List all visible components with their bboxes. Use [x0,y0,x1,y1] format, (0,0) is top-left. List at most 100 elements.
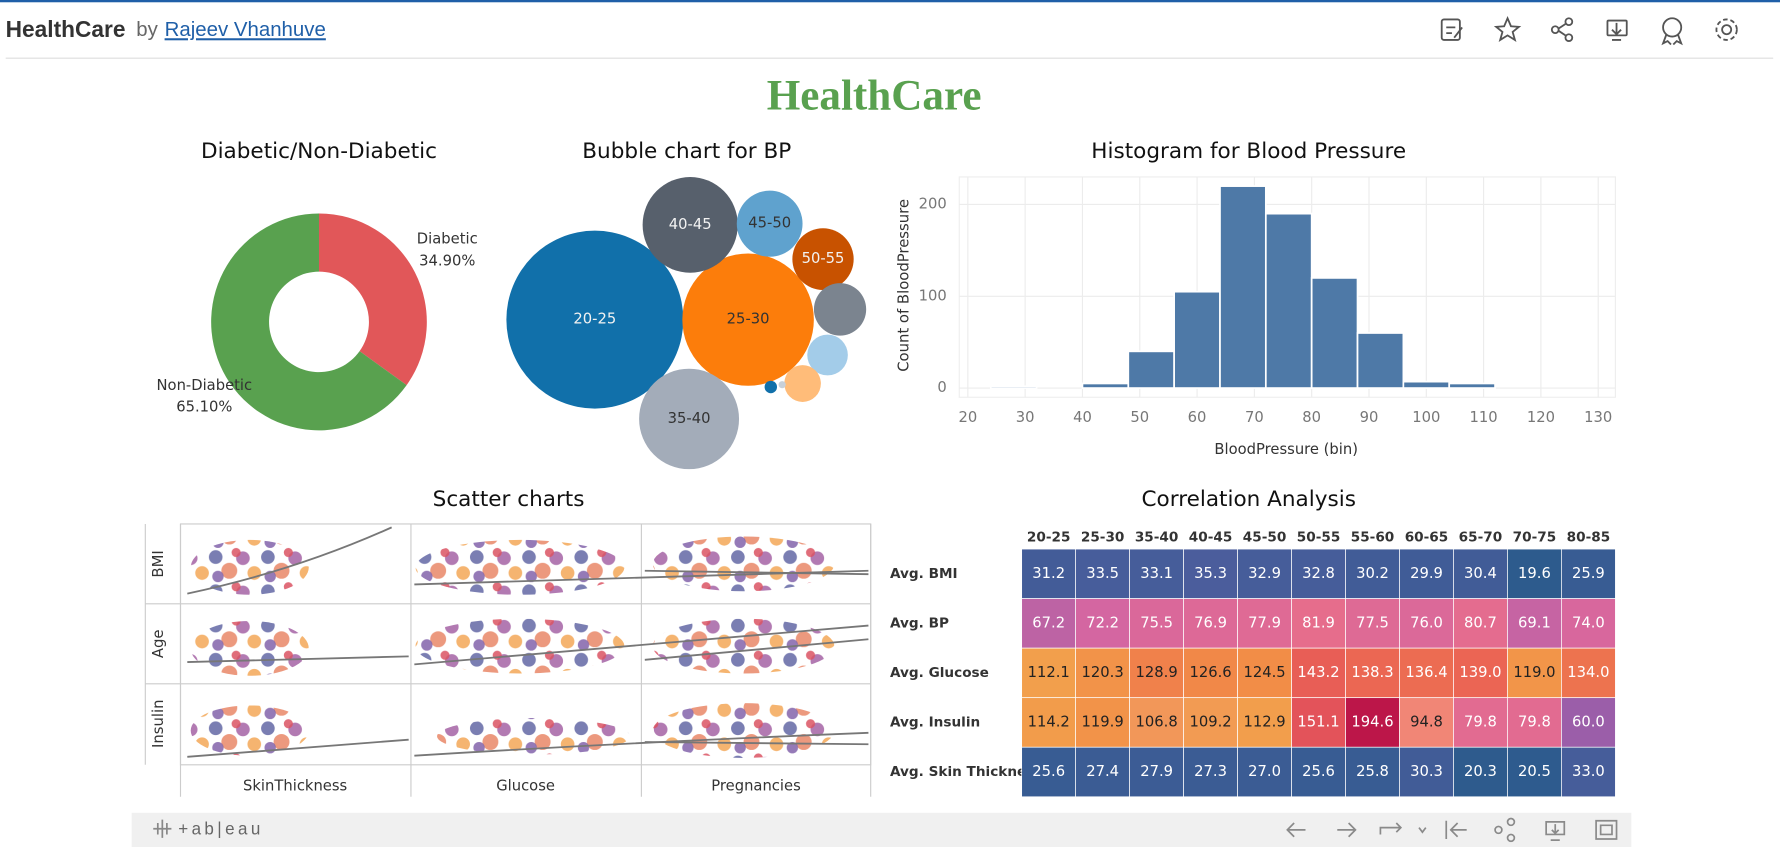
heatmap-cell [1453,647,1508,699]
cell-label: 74.0 [1572,614,1605,631]
cell-label: 27.4 [1086,763,1119,780]
cell-label: 128.9 [1136,664,1178,681]
edit-icon[interactable] [1440,18,1463,41]
cell-label: 32.9 [1248,565,1281,582]
fullscreen[interactable] [1595,819,1618,840]
column-header: 45-50 [1243,530,1287,546]
metrics-icon[interactable] [1661,17,1683,46]
histogram-bar [1173,290,1221,389]
bubble [639,368,740,470]
heatmap-cell [1399,598,1454,649]
revert[interactable] [1379,822,1427,835]
author-link[interactable]: Rajeev Vhanhuve [165,18,326,41]
cell-label: 114.2 [1028,713,1070,730]
trend-lines [187,526,869,758]
chart-title: Scatter charts [433,487,585,512]
heatmap-cell [1021,746,1076,798]
bubble-label: 45-50 [748,215,791,232]
cell-label: 79.8 [1464,713,1497,730]
heatmap-cell [1345,746,1400,798]
cell-label: 20.3 [1464,763,1497,780]
heatmap-cell [1399,548,1454,599]
slice-label: Non-Diabetic [157,377,253,394]
x-tick-label: 120 [1527,409,1555,426]
column-label: Pregnancies [711,777,800,794]
chart-title: Histogram for Blood Pressure [1091,139,1406,164]
cell-label: 30.2 [1356,565,1389,582]
download-icon[interactable] [1606,19,1628,41]
heatmap-cell [1561,746,1616,798]
cell-label: 109.2 [1189,713,1231,730]
heatmap-cell [1291,697,1346,748]
cell-label: 33.5 [1086,565,1119,582]
reset[interactable] [1445,820,1467,840]
chart-title: Correlation Analysis [1141,487,1355,512]
bubble [778,381,786,389]
cell-label: 25.8 [1356,763,1389,780]
footer-download[interactable] [1545,821,1566,842]
heatmap-cell [1075,697,1130,748]
favorite-icon[interactable] [1493,15,1522,42]
cell-label: 124.5 [1243,664,1285,681]
settings-icon[interactable] [1715,18,1738,41]
bubble-label: 50-55 [802,250,845,267]
histogram-bar [1310,277,1359,389]
slice-value-label: 65.10% [176,398,232,415]
cell-label: 33.0 [1572,763,1605,780]
cell-label: 35.3 [1194,565,1227,582]
share-icon[interactable] [1550,17,1574,43]
cell-label: 151.1 [1297,713,1339,730]
cell-label: 75.5 [1140,614,1173,631]
row-header: Avg. BMI [890,566,958,582]
column-header: 55-60 [1351,530,1395,546]
heatmap-cell [1021,697,1076,748]
heatmap-cell [1021,598,1076,649]
bubble [642,177,738,273]
cell-label: 25.9 [1572,565,1605,582]
heatmap-cell [1183,697,1238,748]
heatmap-cell [1561,548,1616,599]
x-tick-label: 90 [1360,409,1379,426]
histogram-bar [1219,185,1267,389]
cell-label: 77.5 [1356,614,1389,631]
column-header: 40-45 [1189,530,1233,546]
cell-label: 94.8 [1410,713,1443,730]
cell-label: 20.5 [1518,763,1551,780]
bubble [792,228,854,290]
app-name: HealthCare [6,16,126,42]
top-border [0,0,1780,3]
x-tick-label: 20 [958,409,977,426]
heatmap-cell [1021,548,1076,599]
heatmap-cell [1399,697,1454,748]
cell-label: 81.9 [1302,614,1335,631]
cell-label: 138.3 [1351,664,1393,681]
heatmap-cell [1345,647,1400,699]
heatmap-cell [1183,647,1238,699]
cell-label: 31.2 [1032,565,1065,582]
heatmap-cell [1507,598,1562,649]
heatmap-cell [1291,746,1346,798]
heatmap-cell [1507,697,1562,748]
cell-label: 72.2 [1086,614,1119,631]
bubble [736,190,803,257]
donut-slice [318,213,427,386]
x-tick-label: 50 [1130,409,1149,426]
redo[interactable] [1337,822,1357,838]
heatmap-cell [1237,746,1292,798]
cell-label: 119.9 [1082,713,1124,730]
cell-label: 27.3 [1194,763,1227,780]
cell-label: 126.6 [1189,664,1231,681]
histogram-bar [1356,332,1405,389]
footer-share[interactable] [1494,817,1516,843]
column-header: 60-65 [1405,530,1449,546]
undo[interactable] [1286,822,1306,838]
cell-label: 25.6 [1032,763,1065,780]
cell-label: 76.0 [1410,614,1443,631]
column-header: 80-85 [1567,530,1611,546]
heatmap-cell [1399,746,1454,798]
bubble-label: 20-25 [573,311,616,328]
cell-label: 106.8 [1136,713,1178,730]
cell-label: 112.9 [1243,713,1285,730]
heatmap-cell [1129,548,1184,599]
heatmap-cell [1453,548,1508,599]
